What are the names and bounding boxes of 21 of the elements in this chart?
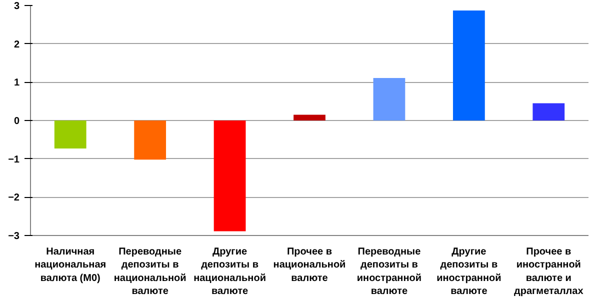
x-tick-label: Наличная национальная валюта (М0): [34, 246, 106, 284]
x-tick-label: Переводные депозиты в иностранной валюте: [356, 246, 422, 298]
bar: [134, 120, 166, 160]
bar: [373, 78, 406, 120]
y-tick-label: −2: [8, 192, 20, 204]
y-tick-label: −1: [8, 154, 20, 166]
x-tick-label: Прочее в национальной валюте: [273, 246, 346, 284]
y-tick-label: 3: [14, 1, 20, 12]
bar: [452, 10, 485, 120]
x-tick-label: Другие депозиты в иностранной валюте: [436, 246, 502, 298]
x-tick-label: Прочее в иностранной валюте и драгметаллах: [514, 246, 584, 298]
bar: [294, 114, 326, 120]
bar: [532, 103, 565, 120]
y-tick-label: 1: [14, 78, 20, 89]
y-tick-label: 2: [14, 39, 20, 50]
bar: [54, 120, 86, 148]
x-tick-label: Другие депозиты в национальной валюте: [194, 246, 266, 298]
y-tick-label: −3: [8, 231, 20, 242]
y-tick-label: 0: [14, 116, 20, 127]
bar: [214, 120, 246, 232]
x-tick-label: Переводные депозиты в национальной валюте: [114, 246, 186, 298]
